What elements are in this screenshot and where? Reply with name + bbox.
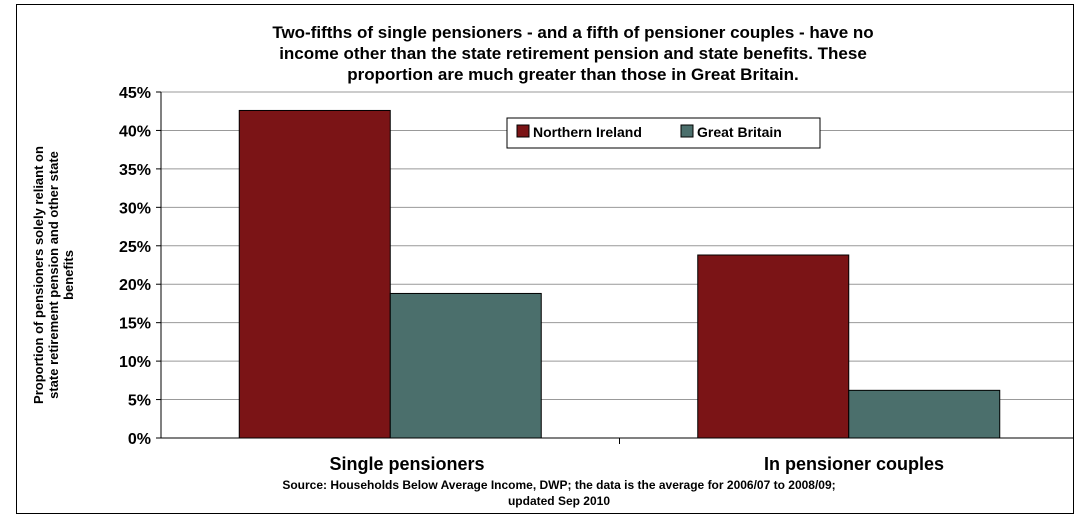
source-note-line-1: Source: Households Below Average Income,… bbox=[282, 478, 835, 492]
y-tick-label: 45% bbox=[119, 85, 151, 102]
legend-box bbox=[506, 117, 821, 149]
legend-label-great-britain: Great Britain bbox=[697, 124, 782, 140]
source-note: Source: Households Below Average Income,… bbox=[282, 478, 835, 508]
y-axis-label-line-1: Proportion of pensioners solely reliant … bbox=[31, 146, 46, 404]
y-axis-label-line-2: state retirement pension and other state bbox=[46, 151, 61, 399]
chart-frame: Two-fifths of single pensioners - and a … bbox=[16, 4, 1074, 514]
y-tick-label: 20% bbox=[119, 277, 151, 294]
y-tick-label: 35% bbox=[119, 162, 151, 179]
source-note-line-2: updated Sep 2010 bbox=[508, 494, 610, 508]
y-axis-label: Proportion of pensioners solely reliant … bbox=[31, 146, 76, 404]
legend-label-northern-ireland: Northern Ireland bbox=[533, 124, 642, 140]
chart-title-line-1: Two-fifths of single pensioners - and a … bbox=[272, 23, 873, 42]
y-tick-label: 25% bbox=[119, 239, 151, 256]
y-tick-label: 30% bbox=[119, 200, 151, 217]
y-tick-label: 0% bbox=[128, 431, 151, 448]
x-axis-categories: Single pensioners In pensioner couples bbox=[329, 454, 944, 474]
y-tick-label: 5% bbox=[128, 393, 151, 410]
legend-swatch-great-britain bbox=[680, 124, 694, 138]
y-tick-label: 40% bbox=[119, 123, 151, 140]
bar-chart: Two-fifths of single pensioners - and a … bbox=[31, 23, 1073, 508]
category-label-couples: In pensioner couples bbox=[764, 454, 944, 474]
y-axis-label-line-3: benefits bbox=[61, 250, 76, 300]
y-tick-label: 15% bbox=[119, 316, 151, 333]
chart-title-line-2: income other than the state retirement p… bbox=[279, 44, 867, 63]
chart-title-line-3: proportion are much greater than those i… bbox=[347, 65, 799, 84]
bar-northern-ireland-1 bbox=[697, 254, 850, 439]
legend: Northern Ireland Great Britain bbox=[506, 117, 821, 149]
bar-northern-ireland-0 bbox=[238, 109, 391, 439]
bar-great-britain-0 bbox=[389, 292, 542, 439]
y-axis-ticks: 0% 5% 10% 15% 20% 25% 30% 35% 40% 45% bbox=[119, 85, 161, 448]
axes bbox=[160, 92, 1073, 444]
bars bbox=[238, 109, 1001, 439]
bar-great-britain-1 bbox=[848, 389, 1001, 439]
legend-swatch-northern-ireland bbox=[516, 124, 530, 138]
chart-title: Two-fifths of single pensioners - and a … bbox=[272, 23, 873, 84]
category-label-single: Single pensioners bbox=[329, 454, 484, 474]
y-tick-label: 10% bbox=[119, 354, 151, 371]
